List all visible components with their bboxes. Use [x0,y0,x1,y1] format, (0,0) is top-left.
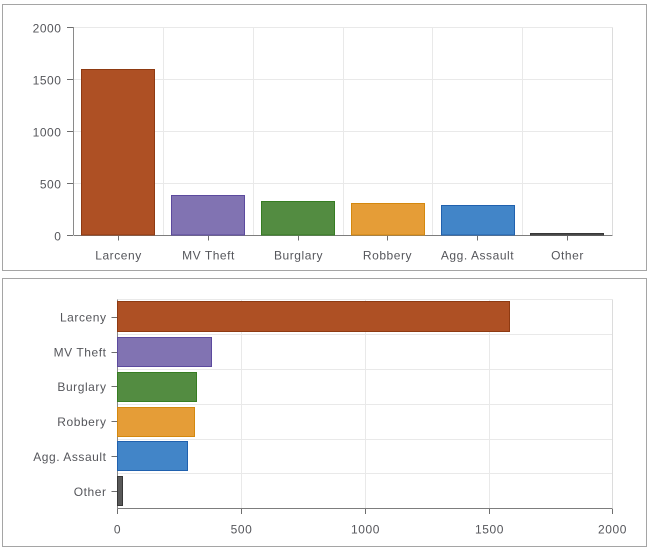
svg-text:Larceny: Larceny [95,249,142,263]
svg-text:Agg. Assault: Agg. Assault [441,249,514,263]
svg-text:Burglary: Burglary [57,380,106,394]
svg-text:Agg. Assault: Agg. Assault [33,450,106,464]
svg-text:Robbery: Robbery [57,415,106,429]
svg-text:2000: 2000 [598,523,627,537]
svg-text:1000: 1000 [33,126,62,140]
svg-text:Other: Other [74,485,107,499]
svg-text:0: 0 [114,523,121,537]
svg-text:Other: Other [551,249,584,263]
svg-text:Larceny: Larceny [60,311,107,325]
svg-text:MV Theft: MV Theft [54,346,107,360]
svg-text:MV Theft: MV Theft [182,249,235,263]
svg-text:0: 0 [54,230,61,244]
svg-text:2000: 2000 [33,22,62,36]
svg-text:500: 500 [231,523,253,537]
svg-text:Burglary: Burglary [274,249,323,263]
svg-text:1000: 1000 [351,523,380,537]
svg-text:500: 500 [40,178,62,192]
svg-text:1500: 1500 [475,523,504,537]
svg-text:1500: 1500 [33,74,62,88]
svg-text:Robbery: Robbery [363,249,412,263]
